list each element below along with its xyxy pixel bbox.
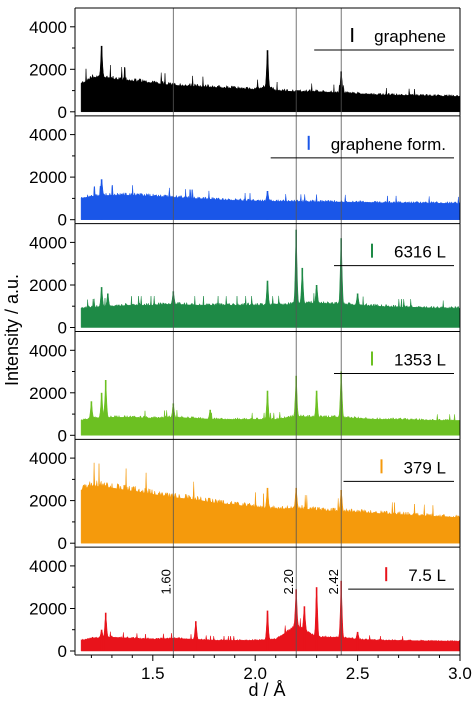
reference-label-3: 2.42 [326, 569, 341, 594]
y-tick-label-1-3: 4000 [29, 18, 67, 37]
legend-label-6: 7.5 L [408, 566, 446, 585]
spectrum-fill-2 [80, 180, 461, 220]
x-tick-label-3: 2.5 [346, 664, 370, 683]
reference-label-1: 1.60 [158, 569, 173, 594]
fills-layer [80, 45, 461, 652]
y-tick-label-2-3: 4000 [29, 126, 67, 145]
y-tick-label-5-1: 0 [58, 534, 67, 553]
y-tick-label-5-3: 4000 [29, 449, 67, 468]
x-tick-label-4: 3.0 [448, 664, 472, 683]
y-tick-label-4-2: 2000 [29, 384, 67, 403]
x-axis-title: d / Å [248, 680, 285, 700]
y-tick-label-2-1: 0 [58, 211, 67, 230]
spectrum-fill-1 [80, 48, 461, 113]
spectrum-fill-3 [80, 240, 461, 328]
spectrum-fill-5 [80, 462, 461, 544]
y-tick-label-6-1: 0 [58, 642, 67, 661]
y-tick-label-1-1: 0 [58, 103, 67, 122]
y-axis-title: Intensity / a.u. [2, 274, 22, 386]
legend-label-3: 6316 L [394, 243, 446, 262]
y-tick-label-5-2: 2000 [29, 492, 67, 511]
legend-label-2: graphene form. [331, 135, 446, 154]
legends-layer: graphene graphene form. 6316 L 1353 L 379 L 7… [270, 27, 454, 590]
y-tick-label-3-3: 4000 [29, 233, 67, 252]
y-tick-label-1-2: 2000 [29, 60, 67, 79]
x-tick-label-1: 1.5 [141, 664, 165, 683]
y-tick-label-4-3: 4000 [29, 341, 67, 360]
reference-label-2: 2.20 [281, 569, 296, 594]
y-tick-label-4-1: 0 [58, 426, 67, 445]
spectrum-fill-6 [80, 588, 461, 652]
y-tick-label-3-2: 2000 [29, 276, 67, 295]
x-tick-label-2: 2.0 [243, 664, 267, 683]
axes-layer: 0 2000 4000 0 2000 4000 0 2000 4000 0 2000 4000 0 200… [29, 7, 472, 683]
y-tick-label-3-1: 0 [58, 319, 67, 338]
legend-label-1: graphene [374, 27, 446, 46]
y-tick-label-6-2: 2000 [29, 600, 67, 619]
y-tick-label-2-2: 2000 [29, 168, 67, 187]
spectrum-fill-4 [80, 374, 461, 436]
legend-label-5: 379 L [403, 458, 446, 477]
legend-label-4: 1353 L [394, 351, 446, 370]
y-tick-label-6-3: 4000 [29, 557, 67, 576]
